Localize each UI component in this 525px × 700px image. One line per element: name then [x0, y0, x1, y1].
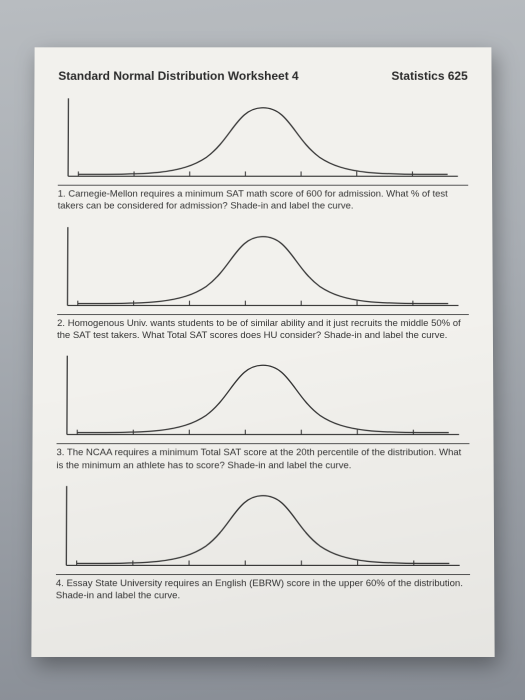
question-4-body: Essay State University requires an Engli… [55, 578, 462, 602]
bell-curve-4 [55, 478, 469, 575]
title-left: Standard Normal Distribution Worksheet 4 [58, 69, 298, 83]
question-1-body: Carnegie-Mellon requires a minimum SAT m… [57, 189, 447, 212]
question-block-1: 1. Carnegie-Mellon requires a minimum SA… [57, 91, 468, 213]
question-1-text: 1. Carnegie-Mellon requires a minimum SA… [57, 185, 468, 213]
worksheet-header: Standard Normal Distribution Worksheet 4… [58, 69, 467, 83]
question-block-3: 3. The NCAA requires a minimum Total SAT… [56, 348, 469, 472]
title-right: Statistics 625 [391, 69, 467, 83]
worksheet-paper: Standard Normal Distribution Worksheet 4… [31, 47, 494, 657]
question-2-number: 2. [57, 318, 65, 329]
question-4-text: 4. Essay State University requires an En… [55, 574, 469, 603]
question-block-2: 2. Homogenous Univ. wants students to be… [57, 219, 469, 342]
question-2-text: 2. Homogenous Univ. wants students to be… [57, 314, 469, 343]
bell-curve-1 [57, 91, 467, 186]
question-1-number: 1. [57, 189, 65, 200]
question-4-number: 4. [55, 578, 63, 589]
question-2-body: Homogenous Univ. wants students to be of… [57, 318, 461, 341]
question-block-4: 4. Essay State University requires an En… [55, 478, 469, 603]
question-3-body: The NCAA requires a minimum Total SAT sc… [56, 448, 461, 471]
question-3-number: 3. [56, 448, 64, 459]
question-3-text: 3. The NCAA requires a minimum Total SAT… [56, 444, 469, 473]
bell-curve-3 [56, 348, 469, 444]
bell-curve-2 [57, 219, 469, 315]
